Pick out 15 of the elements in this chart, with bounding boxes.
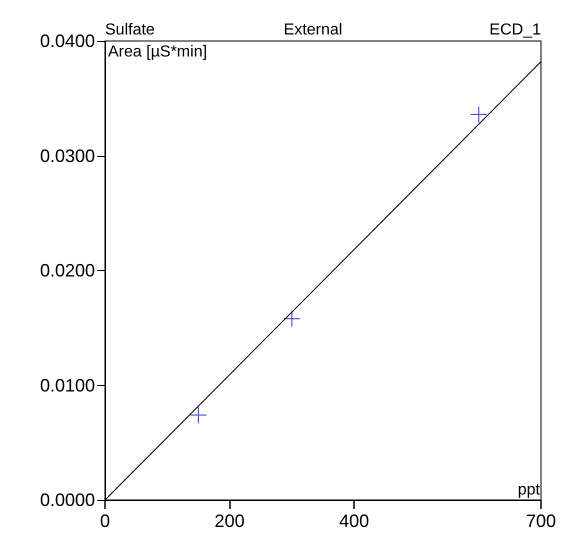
y-tick-label: 0.0400 bbox=[40, 31, 95, 51]
text: ECD_1 bbox=[489, 22, 542, 38]
x-tick-label: 700 bbox=[526, 511, 556, 531]
point bbox=[470, 106, 487, 122]
x-tick-label: 200 bbox=[214, 511, 245, 531]
chart-title: Sulfate bbox=[105, 22, 155, 38]
x-tick-label: 400 bbox=[339, 511, 370, 531]
y-tick-label: 0.0100 bbox=[40, 375, 95, 396]
y-tick-label: 0.0000 bbox=[40, 490, 95, 510]
y-tick-label: 0.0200 bbox=[40, 260, 95, 280]
y-axis-title: Area [µS*min] bbox=[108, 44, 208, 60]
chart-subtitle: External bbox=[284, 22, 342, 38]
x-tick-label: 0 bbox=[100, 511, 110, 531]
y-tick-label: 0.0300 bbox=[40, 146, 95, 166]
x-axis-title: ppt bbox=[518, 482, 541, 498]
